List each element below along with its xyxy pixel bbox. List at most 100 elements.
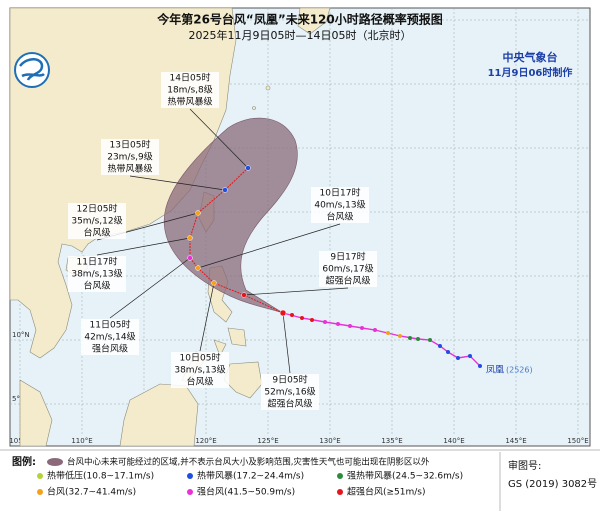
forecast-time: 10日17时 — [320, 187, 361, 199]
forecast-wind: 52m/s,16级 — [264, 386, 315, 398]
forecast-dot — [222, 187, 228, 193]
subtitle: 2025年11月9日05时—14日05时（北京时） — [189, 28, 412, 42]
label-box — [101, 139, 159, 175]
legend-dot — [337, 473, 343, 479]
forecast-level: 台风级 — [186, 376, 213, 388]
label-box — [311, 187, 369, 223]
label-box — [68, 256, 126, 292]
track-dot — [386, 331, 390, 335]
ryukyu-island — [252, 106, 256, 110]
probability-cone — [163, 117, 298, 314]
title: 今年第26号台风“凤凰”未来120小时路径概率预报图 — [156, 12, 443, 27]
forecast-dot — [195, 265, 201, 271]
track-dot — [456, 356, 460, 360]
leader-line — [243, 287, 349, 296]
track-dot — [416, 337, 420, 341]
lon-label: 130°E — [319, 437, 340, 445]
forecast-time: 11日17时 — [77, 256, 118, 268]
malay-peninsula — [19, 379, 53, 447]
forecast-wind: 35m/s,12级 — [71, 215, 122, 227]
borneo — [119, 383, 199, 447]
forecast-dot — [241, 292, 247, 298]
forecast-time: 13日05时 — [110, 139, 151, 151]
observed-track-dots — [290, 313, 482, 368]
forecast-level: 热带风暴级 — [107, 163, 152, 175]
legend-label: 热带低压(10.8~17.1m/s) — [47, 470, 154, 482]
forecast-wind: 42m/s,14级 — [84, 331, 135, 343]
track-dot — [323, 320, 327, 324]
leader-line — [282, 312, 291, 374]
leader-line — [199, 282, 215, 352]
forecast-time: 11日05时 — [90, 319, 131, 331]
agency: 中央气象台 — [503, 50, 558, 64]
track-dot — [360, 326, 364, 330]
forecast-time: 12日05时 — [77, 203, 118, 215]
track-dot — [428, 338, 432, 342]
legend-label: 热带风暴(17.2~24.4m/s) — [197, 470, 304, 482]
ryukyu-island — [265, 85, 271, 91]
forecast-wind: 38m/s,13级 — [174, 364, 225, 376]
legend: 图例: 台风中心未来可能经过的区域,并不表示台风大小及影响范围,灾害性天气也可能… — [0, 449, 600, 511]
forecast-level: 台风级 — [83, 227, 110, 239]
legend-label: 强热带风暴(24.5~32.6m/s) — [347, 470, 463, 482]
legend-label: 超强台风(≥51m/s) — [347, 486, 426, 498]
track-dot — [438, 344, 442, 348]
lon-label: 150°E — [567, 437, 588, 445]
track-dot — [300, 316, 304, 320]
lon-label: 145°E — [505, 437, 526, 445]
leader-line — [96, 237, 191, 256]
forecast-dot — [245, 165, 251, 171]
forecast-dot — [279, 309, 287, 317]
track-dot — [373, 328, 377, 332]
lat-label: 5°N — [12, 395, 25, 403]
legend-title: 图例: — [12, 455, 36, 468]
leader-line — [197, 223, 341, 269]
label-box — [68, 203, 126, 239]
lon-label: 120°E — [195, 437, 216, 445]
legend-label: 强台风(41.5~50.9m/s) — [197, 486, 295, 498]
forecast-wind: 60m/s,17级 — [322, 263, 373, 275]
typhoon-name: 凤凰 — [486, 365, 504, 376]
lon-label: 135°E — [381, 437, 402, 445]
forecast-level: 超强台风级 — [267, 398, 312, 410]
forecast-dot — [195, 210, 201, 216]
track-dot — [336, 322, 340, 326]
forecast-wind: 38m/s,13级 — [71, 268, 122, 280]
forecast-time: 9日05时 — [272, 374, 307, 386]
label-box — [319, 251, 377, 287]
forecast-wind: 18m/s,8级 — [167, 84, 213, 96]
track-dot — [310, 318, 314, 322]
lat-label: 10°N — [12, 331, 30, 339]
label-box — [261, 374, 319, 410]
legend-label: 台风(32.7~41.4m/s) — [47, 486, 136, 498]
logo — [14, 52, 50, 88]
leader-line — [109, 257, 191, 319]
forecast-wind: 40m/s,13级 — [314, 199, 365, 211]
legend-dot — [37, 473, 43, 479]
typhoon-code: (2526) — [506, 366, 533, 375]
forecast-wind: 23m/s,9级 — [107, 151, 153, 163]
legend-dot — [337, 489, 343, 495]
lon-label: 140°E — [443, 437, 464, 445]
track-dot — [446, 350, 450, 354]
label-box — [161, 72, 219, 108]
legend-dot — [187, 489, 193, 495]
legend-dot — [187, 473, 193, 479]
legend-dot — [37, 489, 43, 495]
track-dot — [468, 354, 472, 358]
forecast-level: 台风级 — [83, 280, 110, 292]
forecast-time: 14日05时 — [170, 72, 211, 84]
japan — [297, 7, 331, 35]
forecast-level: 超强台风级 — [325, 275, 370, 287]
label-box — [81, 319, 139, 355]
approval-number: GS (2019) 3082号 — [508, 478, 597, 490]
issued-time: 11月9日06时制作 — [488, 66, 573, 79]
legend-cone-swatch — [47, 458, 63, 466]
logo-mark — [19, 58, 45, 81]
approval-label: 审图号: — [508, 459, 541, 472]
lon-label: 110°E — [71, 437, 92, 445]
legend-cone-note: 台风中心未来可能经过的区域,并不表示台风大小及影响范围,灾害性天气也可能出现在阴… — [67, 457, 430, 468]
track-dot — [398, 334, 402, 338]
forecast-level: 台风级 — [326, 211, 353, 223]
